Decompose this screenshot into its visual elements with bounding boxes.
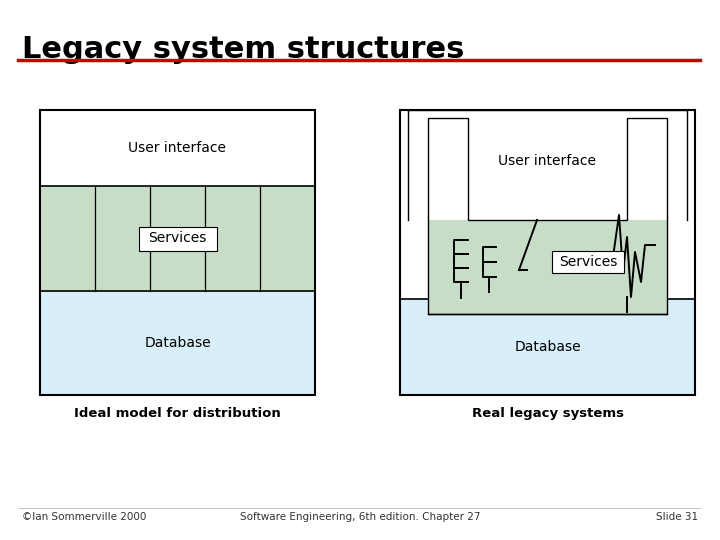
Bar [408, 110, 687, 220]
Text: Services: Services [559, 255, 617, 269]
Text: User interface: User interface [128, 141, 227, 155]
Bar [40, 291, 315, 395]
Text: Real legacy systems: Real legacy systems [472, 407, 624, 420]
Text: ©Ian Sommerville 2000: ©Ian Sommerville 2000 [22, 512, 146, 522]
Polygon shape [428, 118, 667, 314]
Text: User interface: User interface [498, 154, 596, 168]
Bar [40, 186, 315, 291]
Text: Database: Database [144, 336, 211, 350]
Bar [40, 110, 315, 186]
Bar [400, 110, 695, 395]
Bar [552, 251, 624, 273]
Bar [400, 299, 695, 395]
Text: Ideal model for distribution: Ideal model for distribution [74, 407, 281, 420]
Text: Software Engineering, 6th edition. Chapter 27: Software Engineering, 6th edition. Chapt… [240, 512, 480, 522]
Bar [138, 226, 217, 251]
Text: Database: Database [514, 340, 581, 354]
Text: Legacy system structures: Legacy system structures [22, 35, 464, 64]
Text: Slide 31: Slide 31 [656, 512, 698, 522]
Bar [40, 110, 315, 395]
Text: Services: Services [148, 232, 207, 246]
